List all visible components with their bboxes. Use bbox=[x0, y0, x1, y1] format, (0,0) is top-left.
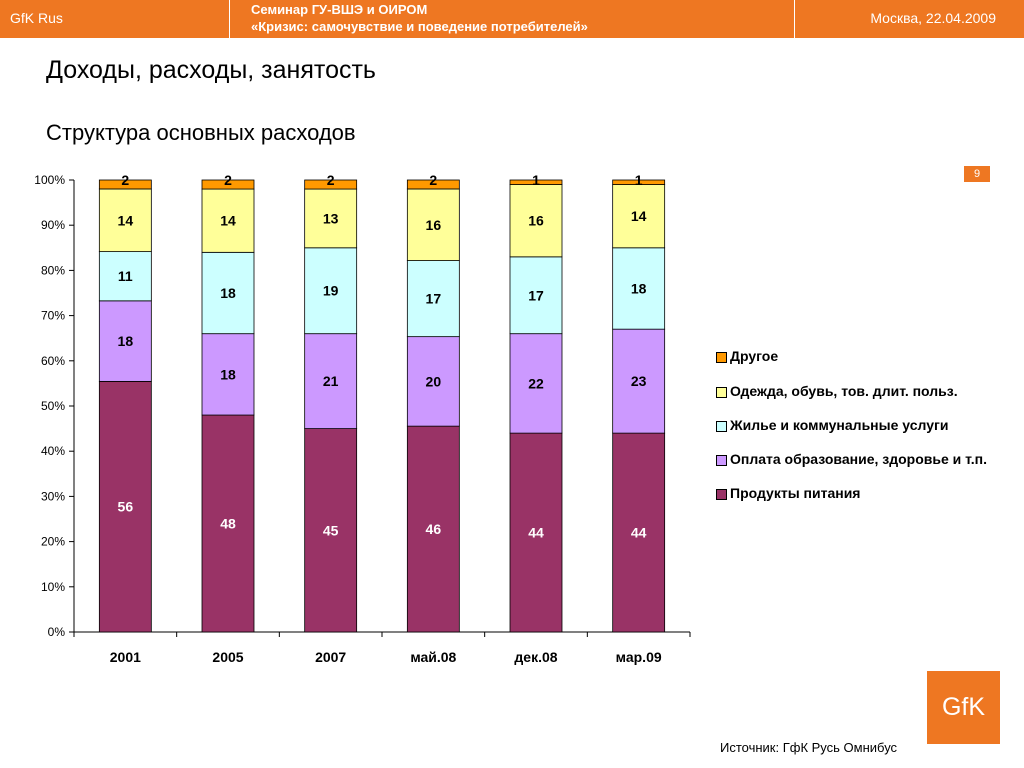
data-label: 48 bbox=[220, 516, 236, 532]
bar-segment bbox=[201, 414, 255, 633]
data-label: 20 bbox=[426, 373, 442, 389]
bar-segment bbox=[304, 247, 358, 335]
bar-segment bbox=[304, 179, 358, 190]
bar-segment bbox=[98, 179, 152, 190]
y-tick-label: 20% bbox=[41, 535, 65, 549]
bar-segment bbox=[612, 432, 666, 633]
data-label: 17 bbox=[426, 291, 442, 307]
bar-segment bbox=[201, 333, 255, 416]
data-label: 2 bbox=[429, 172, 437, 188]
seminar-subtitle: «Кризис: самочувствие и поведение потреб… bbox=[251, 19, 588, 34]
data-label: 21 bbox=[323, 373, 339, 389]
bar-segment bbox=[509, 179, 563, 185]
bar-segment bbox=[98, 188, 152, 253]
bar-segment bbox=[509, 256, 563, 335]
header-bar: GfK Rus Семинар ГУ-ВШЭ и ОИРОМ «Кризис: … bbox=[0, 0, 1024, 38]
y-tick-label: 10% bbox=[41, 580, 65, 594]
bar-segment bbox=[201, 179, 255, 190]
bar-segment bbox=[509, 184, 563, 258]
bar-segment bbox=[304, 428, 358, 633]
legend-label: Одежда, обувь, тов. длит. польз. bbox=[730, 383, 958, 399]
bar-segment bbox=[406, 188, 460, 261]
data-label: 44 bbox=[528, 525, 544, 541]
bar-segment bbox=[406, 425, 460, 633]
data-label: 18 bbox=[220, 285, 236, 301]
stacked-bar-chart: 0%10%20%30%40%50%60%70%80%90%100%5618111… bbox=[34, 172, 691, 665]
data-label: 45 bbox=[323, 522, 339, 538]
page-number: 9 bbox=[964, 166, 990, 182]
data-label: 2 bbox=[224, 172, 232, 188]
data-label: 13 bbox=[323, 210, 339, 226]
data-label: 14 bbox=[220, 213, 236, 229]
x-tick-label: 2001 bbox=[110, 649, 141, 665]
logo-text: GfK bbox=[941, 693, 986, 721]
bar-segment bbox=[406, 260, 460, 338]
data-label: 16 bbox=[528, 213, 544, 229]
data-label: 2 bbox=[327, 172, 335, 188]
source-note: Источник: ГфК Русь Омнибус bbox=[720, 740, 898, 755]
y-tick-label: 70% bbox=[41, 309, 65, 323]
data-label: 19 bbox=[323, 283, 339, 299]
bar-segment bbox=[98, 300, 152, 382]
data-label: 17 bbox=[528, 287, 544, 303]
bar-segment bbox=[406, 179, 460, 190]
data-label: 22 bbox=[528, 375, 544, 391]
bar-segment bbox=[98, 380, 152, 633]
x-tick-label: мар.09 bbox=[616, 649, 662, 665]
x-tick-label: 2005 bbox=[212, 649, 243, 665]
data-label: 1 bbox=[532, 172, 540, 188]
legend-swatch bbox=[716, 489, 727, 500]
data-label: 14 bbox=[118, 212, 134, 228]
slide-subtitle: Структура основных расходов bbox=[46, 120, 356, 145]
gfk-logo: GfK bbox=[927, 671, 1000, 744]
data-label: 14 bbox=[631, 208, 647, 224]
bar-segment bbox=[406, 336, 460, 427]
data-label: 56 bbox=[118, 499, 134, 515]
place-date: Москва, 22.04.2009 bbox=[870, 10, 996, 26]
y-tick-label: 0% bbox=[48, 625, 66, 639]
data-label: 1 bbox=[635, 172, 643, 188]
y-tick-label: 90% bbox=[41, 218, 65, 232]
legend-label: Жилье и коммунальные услуги bbox=[730, 417, 949, 433]
data-label: 44 bbox=[631, 525, 647, 541]
data-label: 18 bbox=[220, 366, 236, 382]
seminar-box: Семинар ГУ-ВШЭ и ОИРОМ «Кризис: самочувс… bbox=[229, 0, 795, 38]
y-tick-label: 30% bbox=[41, 489, 65, 503]
bar-segment bbox=[612, 184, 666, 249]
legend-label: Продукты питания bbox=[730, 485, 861, 501]
slide-title: Доходы, расходы, занятость bbox=[46, 56, 376, 84]
y-tick-label: 60% bbox=[41, 354, 65, 368]
bar-segment bbox=[304, 333, 358, 429]
x-tick-label: дек.08 bbox=[514, 649, 557, 665]
x-tick-label: 2007 bbox=[315, 649, 346, 665]
bar-segment bbox=[201, 251, 255, 335]
y-tick-label: 80% bbox=[41, 263, 65, 277]
bar-segment bbox=[612, 247, 666, 330]
bar-segment bbox=[509, 432, 563, 633]
data-label: 18 bbox=[118, 333, 134, 349]
y-tick-label: 50% bbox=[41, 399, 65, 413]
data-label: 11 bbox=[118, 268, 133, 284]
legend-label: Другое bbox=[730, 348, 779, 364]
data-label: 2 bbox=[121, 172, 129, 188]
data-label: 18 bbox=[631, 280, 647, 296]
legend-label: Оплата образование, здоровье и т.п. bbox=[730, 451, 988, 467]
legend-swatch bbox=[716, 455, 727, 466]
y-tick-label: 100% bbox=[34, 173, 65, 187]
legend-swatch bbox=[716, 387, 727, 398]
data-label: 23 bbox=[631, 373, 647, 389]
data-label: 16 bbox=[426, 217, 442, 233]
x-tick-label: май.08 bbox=[410, 649, 456, 665]
seminar-title: Семинар ГУ-ВШЭ и ОИРОМ bbox=[251, 2, 428, 17]
bar-segment bbox=[509, 333, 563, 434]
bar-segment bbox=[201, 188, 255, 253]
bar-segment bbox=[304, 188, 358, 249]
bar-segment bbox=[98, 251, 152, 302]
brand-text: GfK Rus bbox=[10, 10, 63, 26]
legend-swatch bbox=[716, 421, 727, 432]
bar-segment bbox=[612, 179, 666, 185]
data-label: 46 bbox=[426, 521, 442, 537]
y-tick-label: 40% bbox=[41, 444, 65, 458]
legend-swatch bbox=[716, 352, 727, 363]
